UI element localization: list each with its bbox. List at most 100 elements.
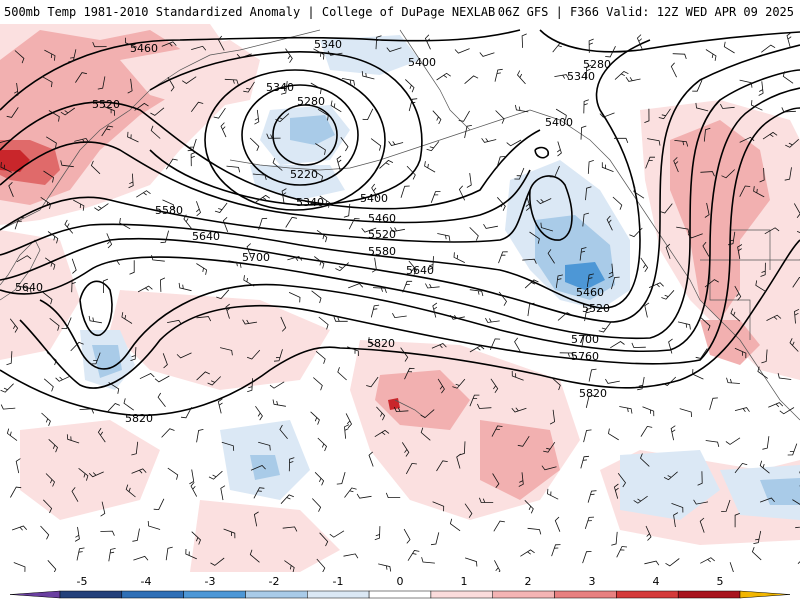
colorbar-tick-label: -1 bbox=[332, 575, 344, 588]
hawaii-islands bbox=[394, 399, 426, 419]
wind-barb-icon bbox=[68, 49, 77, 63]
wind-barb-icon bbox=[55, 375, 71, 382]
wind-barb-icon bbox=[432, 302, 438, 318]
wind-barb-icon bbox=[280, 316, 287, 332]
run-info: 06Z GFS | F366 Valid: 12Z WED APR 09 202… bbox=[497, 5, 794, 19]
wind-barb-icon bbox=[586, 273, 594, 287]
wind-barb-icon bbox=[44, 49, 56, 61]
wind-barb-icon bbox=[167, 319, 182, 325]
wind-barb-icon bbox=[223, 528, 236, 539]
colorbar-tick-label: -5 bbox=[76, 575, 88, 588]
wind-barb-icon bbox=[224, 78, 239, 85]
colorbar-tick-label: 4 bbox=[652, 575, 660, 588]
wind-barb-icon bbox=[127, 78, 133, 94]
wind-barb-icon bbox=[779, 407, 795, 415]
wind-barb-icon bbox=[495, 110, 505, 124]
height-contour-layer bbox=[0, 29, 800, 417]
wind-barb-icon bbox=[249, 137, 260, 152]
warm-anomaly-region bbox=[190, 500, 340, 572]
wind-barb-icon bbox=[258, 441, 271, 451]
wind-barb-icon bbox=[458, 110, 470, 122]
wind-barb-icon bbox=[709, 397, 718, 410]
wind-barb-icon bbox=[723, 41, 735, 54]
cold-anomaly-region bbox=[250, 455, 280, 480]
wind-barb-icon bbox=[45, 473, 55, 487]
wind-barb-icon bbox=[734, 513, 740, 528]
wind-barb-icon bbox=[611, 531, 618, 546]
wind-barb-icon bbox=[583, 99, 589, 114]
wind-barb-icon bbox=[692, 369, 704, 380]
wind-barb-icon bbox=[605, 378, 620, 384]
wind-barb-icon bbox=[48, 110, 60, 122]
wind-barb-icon bbox=[127, 131, 139, 143]
colorbar-segment bbox=[307, 590, 370, 599]
contour-line bbox=[0, 39, 651, 309]
wind-barb-icon bbox=[785, 139, 799, 148]
contour-line bbox=[0, 44, 800, 323]
wind-barb-icon bbox=[454, 48, 470, 54]
wind-barb-icon bbox=[554, 516, 561, 532]
contour-label: 5280 bbox=[297, 95, 325, 108]
wind-barb-icon bbox=[258, 217, 268, 231]
wind-barb-icon bbox=[266, 133, 281, 139]
wind-barb-icon bbox=[252, 173, 267, 181]
wind-barb-icon bbox=[400, 185, 410, 198]
wind-barb-icon bbox=[469, 394, 480, 407]
contour-line bbox=[539, 29, 800, 53]
wind-barb-icon bbox=[228, 260, 242, 268]
colorbar-tick-label: 0 bbox=[396, 575, 404, 588]
wind-barb-icon bbox=[312, 498, 322, 512]
wind-barb-icon bbox=[318, 316, 329, 330]
wind-barb-icon bbox=[310, 82, 322, 95]
wind-barb-icon bbox=[556, 141, 562, 157]
wind-barb-icon bbox=[105, 260, 120, 266]
wind-barb-icon bbox=[222, 217, 229, 233]
wind-barb-icon bbox=[123, 398, 135, 411]
wind-barb-icon bbox=[755, 280, 767, 293]
wind-barb-icon bbox=[759, 460, 770, 474]
colorbar-segment bbox=[616, 590, 679, 599]
wind-barb-icon bbox=[162, 199, 174, 210]
wind-barb-icon bbox=[368, 451, 374, 467]
wind-barb-icon bbox=[247, 378, 253, 393]
wind-barb-icon bbox=[187, 138, 197, 152]
wind-barb-icon bbox=[554, 74, 570, 80]
wind-barb-icon bbox=[121, 312, 133, 324]
contour-label: 5400 bbox=[545, 116, 573, 129]
wind-barb-icon bbox=[697, 471, 703, 486]
wind-barb-icon bbox=[580, 125, 587, 140]
wind-barb-icon bbox=[491, 425, 503, 437]
wind-barb-icon bbox=[242, 319, 258, 325]
wind-barb-icon bbox=[640, 453, 650, 467]
wind-barb-icon bbox=[734, 285, 742, 301]
wind-barb-icon bbox=[103, 105, 115, 116]
wind-barb-icon bbox=[246, 349, 261, 360]
wind-barb-icon bbox=[344, 424, 350, 439]
wind-barb-icon bbox=[420, 427, 431, 441]
wind-barb-icon bbox=[751, 100, 763, 111]
wind-barb-icon bbox=[13, 562, 26, 572]
wind-barb-icon bbox=[366, 376, 379, 388]
wind-barb-icon bbox=[737, 244, 743, 259]
wind-barb-icon bbox=[159, 277, 166, 292]
weather-map[interactable]: 5460 5340 5400 5340 5280 5280 5340 5520 … bbox=[0, 24, 800, 572]
wind-barb-icon bbox=[236, 53, 252, 59]
wind-barb-icon bbox=[551, 544, 561, 557]
wind-barb-icon bbox=[132, 528, 140, 542]
wind-barb-icon bbox=[673, 512, 679, 528]
contour-label: 5700 bbox=[571, 333, 599, 346]
wind-barb-icon bbox=[648, 282, 664, 288]
wind-barb-icon bbox=[608, 428, 619, 441]
wind-barb-icon bbox=[721, 499, 731, 512]
wind-barb-icon bbox=[139, 373, 155, 380]
wind-barb-icon bbox=[255, 405, 263, 421]
wind-barb-icon bbox=[631, 342, 646, 348]
wind-barb-icon bbox=[180, 407, 192, 419]
wind-barb-icon bbox=[314, 472, 325, 486]
wind-barb-icon bbox=[494, 560, 501, 572]
contour-label: 5580 bbox=[368, 245, 396, 258]
wind-barb-icon bbox=[511, 407, 527, 413]
wind-barb-icon bbox=[670, 62, 677, 78]
wind-barb-icon bbox=[226, 165, 241, 173]
wind-barb-icon bbox=[157, 392, 166, 407]
